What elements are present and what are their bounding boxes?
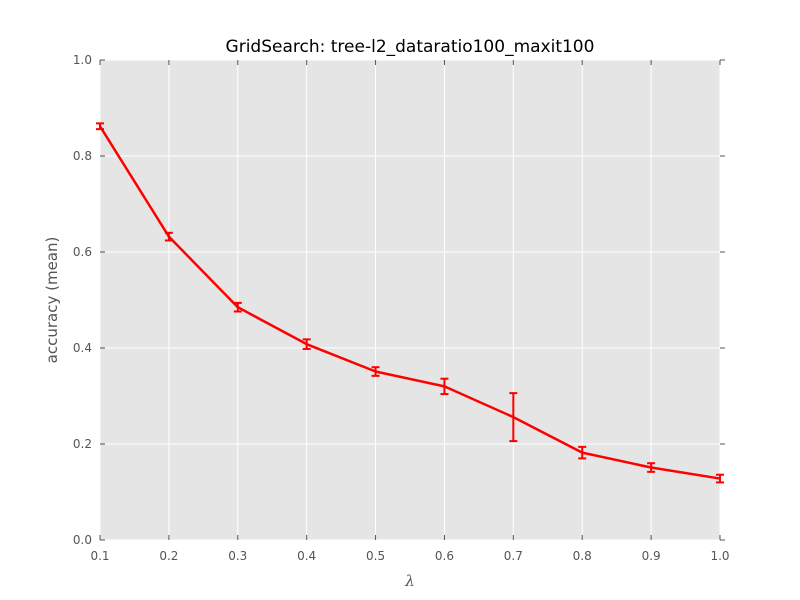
y-tick-label: 0.2 [73, 437, 92, 451]
y-axis-label: accuracy (mean) [43, 237, 61, 364]
error-bar [164, 231, 173, 242]
tick-labels: 0.1 0.2 0.3 0.4 0.5 0.6 0.7 0.8 0.9 1.0 0.0 0.2 0.4 0… [73, 53, 730, 563]
y-tick-label: 0.8 [73, 149, 92, 163]
series-layer [96, 122, 724, 484]
error-bar [578, 445, 587, 460]
x-tick-label: 0.5 [366, 549, 385, 563]
x-tick-label: 0.8 [573, 549, 592, 563]
x-tick-label: 0.7 [504, 549, 523, 563]
x-tick-label: 0.1 [90, 549, 109, 563]
x-tick-label: 0.4 [297, 549, 316, 563]
y-tick-label: 0.6 [73, 245, 92, 259]
y-tick-label: 1.0 [73, 53, 92, 67]
x-tick-label: 0.6 [435, 549, 454, 563]
grid-lines [99, 59, 721, 541]
axis-ticks [99, 59, 725, 541]
error-bar [96, 122, 104, 131]
error-bar [302, 338, 311, 350]
error-bar [233, 301, 242, 313]
x-tick-label: 0.9 [642, 549, 661, 563]
error-bar [716, 473, 724, 484]
error-bar [440, 377, 449, 396]
x-tick-label: 0.3 [228, 549, 247, 563]
error-bar [371, 366, 380, 377]
y-tick-label: 0.0 [73, 533, 92, 547]
plot-area [100, 60, 720, 540]
error-bar [647, 462, 656, 473]
x-tick-label: 1.0 [710, 549, 729, 563]
x-axis-label: λ [404, 572, 415, 590]
chart-title: GridSearch: tree-l2_dataratio100_maxit10… [226, 37, 595, 57]
error-bar [509, 392, 518, 443]
y-tick-label: 0.4 [73, 341, 92, 355]
series-line [98, 125, 721, 480]
x-tick-label: 0.2 [159, 549, 178, 563]
